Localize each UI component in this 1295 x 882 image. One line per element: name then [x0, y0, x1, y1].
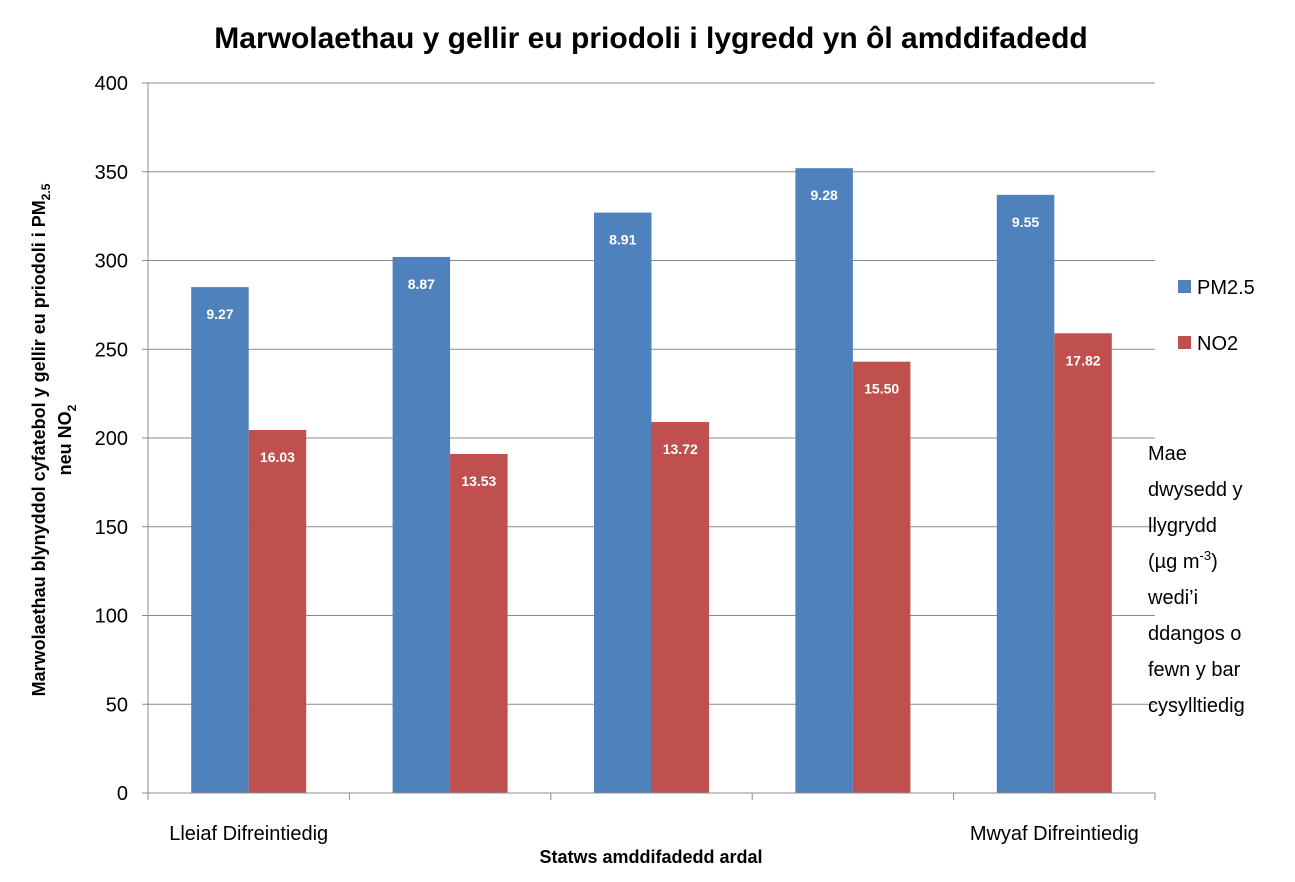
legend-label: PM2.5: [1197, 277, 1255, 299]
bar-label: 16.03: [260, 449, 295, 465]
bar: [795, 168, 853, 793]
bar: [651, 422, 709, 793]
annotation-text: (µg m: [1148, 551, 1200, 573]
annotation-line: wedi’i: [1147, 587, 1198, 609]
legend-label: NO2: [1197, 333, 1238, 355]
y-tick-label: 0: [117, 783, 128, 805]
bar-label: 9.27: [206, 306, 233, 322]
bar-label: 15.50: [864, 381, 899, 397]
y-tick-label: 300: [95, 251, 128, 273]
y-tick-label: 100: [95, 606, 128, 628]
annotation-text: ): [1211, 551, 1218, 573]
annotation-line: cysylltiedig: [1148, 695, 1245, 717]
y-axis-title-line: Marwolaethau blynyddol cyfatebol y gelli…: [29, 183, 53, 696]
y-tick-label: 250: [95, 339, 128, 361]
bar: [450, 453, 508, 793]
y-title-text: neu NO: [55, 411, 75, 475]
legend-swatch: [1178, 280, 1191, 293]
bar-label: 8.91: [609, 232, 636, 248]
bar: [392, 256, 451, 793]
annotation-line: dwysedd y: [1148, 479, 1243, 501]
legend-swatch: [1178, 336, 1191, 349]
y-tick-label: 350: [95, 162, 128, 184]
annotation-line: llygrydd: [1148, 515, 1217, 537]
annotation-line: (µg m-3): [1148, 548, 1218, 573]
annotation-sup: -3: [1200, 548, 1212, 563]
bar-label: 17.82: [1066, 352, 1101, 368]
bar-label: 8.87: [408, 276, 435, 292]
bar-label: 9.28: [811, 187, 838, 203]
bar: [1054, 333, 1112, 793]
y-title-text: Marwolaethau blynyddol cyfatebol y gelli…: [29, 200, 49, 696]
annotation-line: Mae: [1148, 443, 1187, 465]
bar: [248, 430, 307, 793]
bar-label: 13.72: [663, 441, 698, 457]
y-title-sub: 2: [65, 404, 79, 411]
bar: [852, 361, 911, 793]
x-tick-label: Mwyaf Difreintiedig: [970, 823, 1139, 845]
bar: [594, 212, 652, 793]
bar: [191, 287, 249, 793]
y-tick-label: 400: [95, 73, 128, 95]
bar-label: 9.55: [1012, 214, 1039, 230]
x-axis-title: Statws amddifadedd ardal: [539, 847, 762, 867]
bar: [996, 194, 1055, 793]
chart-title: Marwolaethau y gellir eu priodoli i lygr…: [214, 22, 1087, 55]
y-axis-title: Marwolaethau blynyddol cyfatebol y gelli…: [29, 183, 79, 696]
annotation-line: fewn y bar: [1148, 659, 1241, 681]
y-tick-label: 150: [95, 517, 128, 539]
y-axis-title-line: neu NO2: [55, 404, 79, 475]
y-title-sub: 2.5: [39, 183, 53, 200]
x-tick-label: Lleiaf Difreintiedig: [169, 823, 328, 845]
annotation-line: ddangos o: [1148, 623, 1241, 645]
y-tick-label: 50: [106, 694, 128, 716]
y-tick-label: 200: [95, 428, 128, 450]
bar-label: 13.53: [461, 473, 496, 489]
